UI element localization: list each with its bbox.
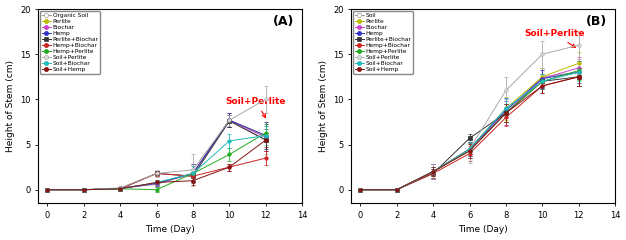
Text: Soil+Perlite: Soil+Perlite bbox=[524, 29, 585, 48]
X-axis label: Time (Day): Time (Day) bbox=[145, 225, 195, 234]
Text: (A): (A) bbox=[273, 15, 294, 28]
Text: Soil+Perlite: Soil+Perlite bbox=[226, 97, 286, 118]
Legend: Soil, Perlite, Biochar, Hemp, Perlite+Biochar, Hemp+Biochar, Hemp+Perlite, Soil+: Soil, Perlite, Biochar, Hemp, Perlite+Bi… bbox=[353, 11, 413, 74]
X-axis label: Time (Day): Time (Day) bbox=[458, 225, 508, 234]
Y-axis label: Height of Stem (cm): Height of Stem (cm) bbox=[319, 60, 327, 152]
Legend: Organic Soil, Perlite, Biochar, Hemp, Perlite+Biochar, Hemp+Biochar, Hemp+Perlit: Organic Soil, Perlite, Biochar, Hemp, Pe… bbox=[40, 11, 100, 74]
Y-axis label: Height of Stem (cm): Height of Stem (cm) bbox=[6, 60, 14, 152]
Text: (B): (B) bbox=[586, 15, 607, 28]
